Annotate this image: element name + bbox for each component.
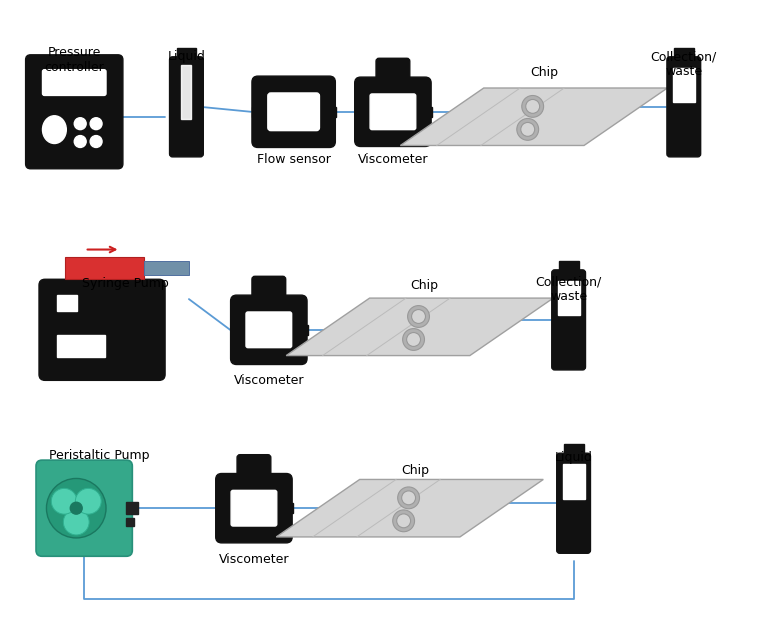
Bar	[562, 464, 584, 499]
FancyBboxPatch shape	[552, 270, 585, 370]
Text: Syringe Pump: Syringe Pump	[82, 277, 169, 290]
FancyBboxPatch shape	[216, 473, 292, 543]
Bar	[57, 335, 105, 357]
Text: Chip: Chip	[410, 279, 439, 292]
Bar	[286, 503, 293, 513]
FancyBboxPatch shape	[667, 57, 700, 157]
Circle shape	[47, 478, 106, 538]
FancyBboxPatch shape	[370, 94, 416, 130]
Bar	[559, 261, 578, 275]
Text: Collection/
waste: Collection/ waste	[651, 50, 717, 78]
Circle shape	[70, 502, 82, 514]
Text: Collection/
waste: Collection/ waste	[536, 275, 602, 303]
FancyBboxPatch shape	[355, 77, 431, 146]
Circle shape	[74, 118, 86, 130]
Polygon shape	[276, 480, 543, 537]
Ellipse shape	[43, 116, 66, 143]
Text: Pressure
controller: Pressure controller	[44, 46, 104, 74]
Circle shape	[403, 329, 424, 350]
Circle shape	[90, 118, 102, 130]
Bar	[127, 502, 138, 514]
FancyBboxPatch shape	[252, 276, 285, 304]
Bar	[216, 503, 223, 513]
Circle shape	[411, 310, 426, 323]
FancyBboxPatch shape	[237, 455, 271, 483]
FancyBboxPatch shape	[169, 57, 203, 157]
Bar	[65, 258, 144, 279]
Bar	[330, 107, 336, 117]
FancyBboxPatch shape	[26, 55, 123, 169]
Text: Viscometer: Viscometer	[358, 153, 428, 166]
FancyBboxPatch shape	[246, 312, 291, 348]
FancyBboxPatch shape	[231, 490, 277, 526]
Circle shape	[517, 119, 539, 140]
Circle shape	[51, 488, 77, 514]
Circle shape	[522, 96, 543, 117]
Bar	[674, 48, 694, 62]
FancyBboxPatch shape	[230, 295, 307, 365]
FancyBboxPatch shape	[376, 58, 410, 86]
Circle shape	[526, 99, 539, 113]
Circle shape	[407, 305, 430, 328]
Polygon shape	[401, 88, 668, 145]
Bar	[564, 444, 584, 458]
Circle shape	[407, 332, 420, 347]
Text: Liquid: Liquid	[168, 50, 205, 64]
Circle shape	[397, 514, 410, 528]
Text: Flow sensor: Flow sensor	[256, 153, 330, 166]
Circle shape	[398, 487, 420, 509]
Circle shape	[401, 491, 416, 505]
FancyBboxPatch shape	[252, 76, 336, 148]
FancyBboxPatch shape	[36, 460, 132, 556]
FancyBboxPatch shape	[268, 93, 320, 130]
Circle shape	[63, 509, 89, 535]
Bar	[182, 65, 192, 119]
Bar	[252, 107, 259, 117]
Text: Viscometer: Viscometer	[219, 552, 289, 566]
Bar	[355, 107, 362, 117]
Circle shape	[76, 488, 101, 514]
Text: Chip: Chip	[530, 66, 558, 79]
FancyBboxPatch shape	[39, 279, 165, 380]
Circle shape	[393, 510, 414, 531]
Bar	[176, 48, 196, 62]
Bar	[57, 295, 77, 311]
Circle shape	[521, 122, 535, 137]
Text: Peristaltic Pump: Peristaltic Pump	[50, 449, 150, 462]
Text: Liquid: Liquid	[555, 451, 593, 464]
Polygon shape	[286, 298, 553, 355]
Bar	[230, 325, 237, 335]
FancyBboxPatch shape	[557, 453, 591, 553]
Circle shape	[74, 135, 86, 148]
Bar	[144, 261, 189, 275]
FancyBboxPatch shape	[43, 70, 106, 95]
Circle shape	[90, 135, 102, 148]
Bar	[301, 325, 308, 335]
Bar	[673, 68, 694, 103]
Bar	[127, 518, 134, 526]
Text: Viscometer: Viscometer	[233, 375, 304, 387]
Bar	[425, 107, 432, 117]
Text: Chip: Chip	[401, 464, 429, 476]
Bar	[558, 281, 580, 315]
